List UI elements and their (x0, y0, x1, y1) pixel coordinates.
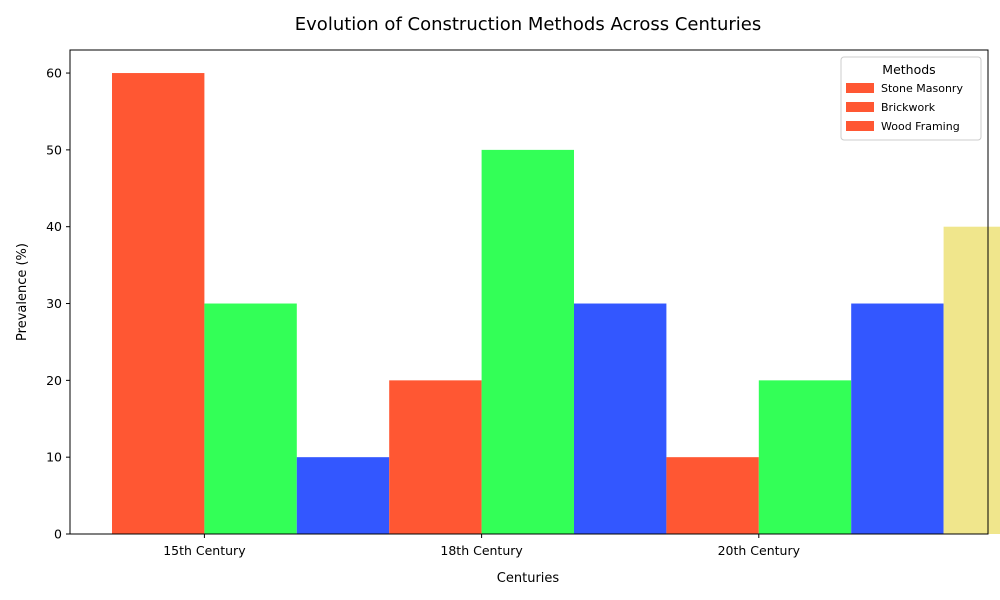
bar-2 (296, 457, 390, 534)
x-tick-label: 20th Century (718, 543, 801, 558)
y-tick-label: 10 (46, 450, 62, 465)
y-axis: 0 10 20 30 40 50 60 (46, 66, 70, 542)
bar-1 (204, 303, 297, 534)
bar-3 (389, 380, 482, 534)
x-tick-label: 15th Century (163, 543, 246, 558)
bars-layer (112, 73, 1000, 535)
legend-title: Methods (882, 62, 935, 77)
y-axis-label: Prevalence (%) (15, 243, 30, 341)
legend: Methods Stone Masonry Brickwork Wood Frami… (840, 56, 982, 141)
chart-title: Evolution of Construction Methods Across… (295, 14, 761, 35)
x-axis-label: Centuries (497, 571, 560, 586)
bar-8 (851, 303, 944, 534)
legend-swatch (846, 102, 874, 112)
bar-4 (481, 149, 574, 534)
legend-swatch (846, 121, 874, 131)
legend-entry-label: Wood Framing (881, 120, 960, 133)
bar-9 (943, 226, 1000, 534)
y-tick-label: 40 (46, 219, 62, 234)
legend-entry-label: Brickwork (881, 101, 936, 114)
legend-swatch (846, 83, 874, 93)
y-tick-label: 20 (46, 373, 62, 388)
bar-5 (574, 303, 667, 534)
bar-0 (112, 73, 205, 535)
bar-7 (758, 380, 852, 534)
y-tick-label: 0 (54, 527, 62, 542)
x-axis: 15th Century 18th Century 20th Century (163, 534, 801, 558)
legend-box (840, 56, 982, 141)
bar-6 (666, 457, 759, 534)
plot-frame (69, 49, 989, 535)
legend-entry-label: Stone Masonry (881, 82, 963, 95)
y-tick-label: 50 (46, 142, 62, 157)
y-tick-label: 30 (46, 296, 62, 311)
x-tick-label: 18th Century (440, 543, 523, 558)
y-tick-label: 60 (46, 66, 62, 81)
